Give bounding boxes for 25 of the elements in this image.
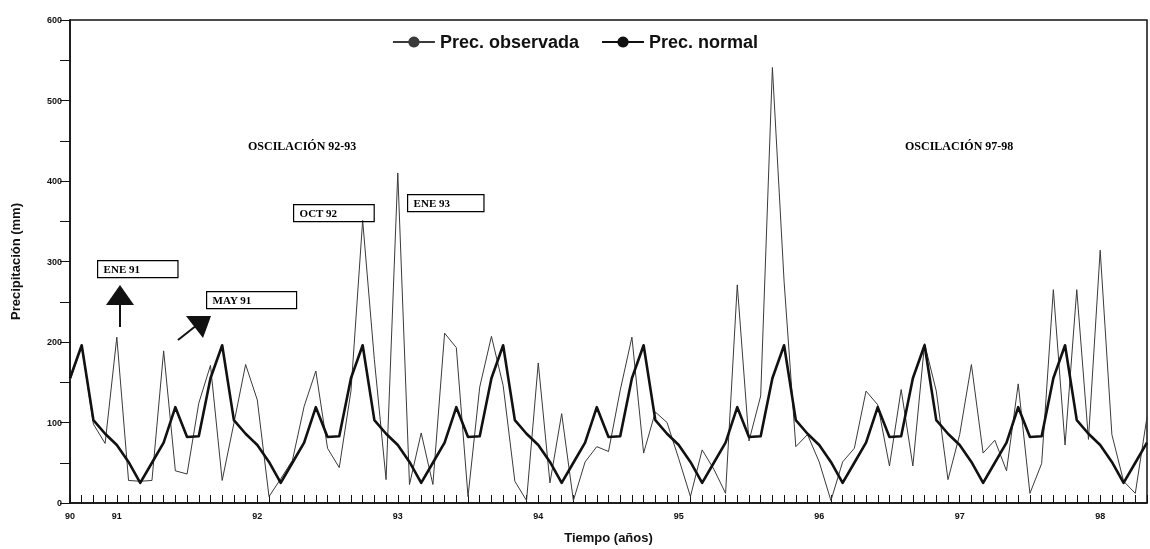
x-tick-label: 95 bbox=[673, 510, 684, 521]
annotation: OSCILACIÓN 92-93 bbox=[248, 139, 357, 153]
y-tick-label: 200 bbox=[46, 337, 62, 347]
annotation: ENE 91 bbox=[103, 263, 140, 276]
annotation: MAY 91 bbox=[212, 294, 252, 307]
y-tick-label: 300 bbox=[46, 256, 62, 267]
legend-label: Prec. observada bbox=[439, 32, 581, 52]
x-tick-label: 91 bbox=[111, 510, 122, 521]
annotation: ENE 93 bbox=[413, 197, 451, 210]
x-tick-label: 90 bbox=[64, 510, 76, 521]
x-tick-label: 94 bbox=[533, 510, 544, 521]
x-tick-label: 97 bbox=[954, 510, 965, 521]
x-tick-label: 98 bbox=[1095, 510, 1106, 521]
y-tick-label: 500 bbox=[46, 95, 62, 106]
annotation: OSCILACIÓN 97-98 bbox=[905, 139, 1014, 153]
y-tick-label: 400 bbox=[46, 176, 62, 186]
y-tick-label: 600 bbox=[46, 15, 62, 25]
annotation: OCT 92 bbox=[299, 207, 338, 220]
legend-label: Prec. normal bbox=[649, 32, 759, 52]
x-axis-title: Tiempo (años) bbox=[564, 530, 653, 545]
x-tick-label: 96 bbox=[814, 510, 825, 521]
x-tick-label: 92 bbox=[252, 510, 263, 521]
y-axis-title: Precipitación (mm) bbox=[8, 202, 23, 321]
y-tick-label: 100 bbox=[46, 417, 62, 428]
x-tick-label: 93 bbox=[392, 510, 403, 521]
